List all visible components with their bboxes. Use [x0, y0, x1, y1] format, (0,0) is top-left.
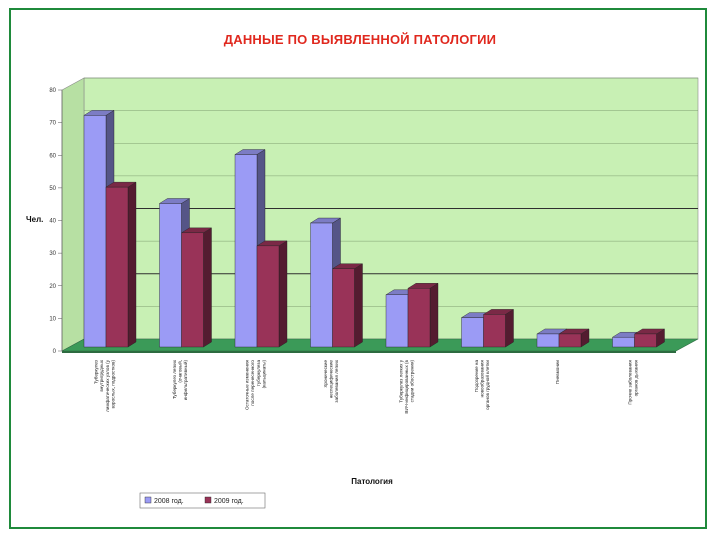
category-label-line: внутригрудных — [99, 359, 104, 391]
y-tick-label: 80 — [49, 88, 56, 94]
category-label-line: (очаговый, — [177, 360, 183, 383]
bar-front — [558, 333, 582, 348]
plot-background — [61, 77, 699, 353]
chart-title: ДАННЫЕ ПО ВЫЯВЛЕННОЙ ПАТОЛОГИИ — [223, 32, 497, 47]
bar-front — [407, 288, 431, 348]
bar-2009-6 — [482, 309, 515, 348]
bar-front — [256, 245, 280, 348]
category-label-7: Пневмонии — [555, 360, 560, 385]
category-label-8: Прочие заболеванияорганов дыхания — [628, 359, 639, 404]
category-label-line: Туберкулез — [94, 360, 99, 384]
bar-front — [181, 232, 204, 348]
category-label-line: новообразования — [480, 360, 485, 398]
bar-front — [159, 203, 182, 348]
category-label-line: Остаточные изменения — [245, 359, 250, 410]
bar-front — [536, 333, 560, 348]
y-axis-label: Чел. — [26, 215, 43, 224]
plot-floor — [61, 338, 699, 352]
plot-side-wall — [61, 77, 85, 352]
category-label-line: ВИЧ-инфицированных (в — [404, 359, 409, 413]
legend-swatch — [204, 496, 212, 504]
category-label-line: инфильтративный) — [182, 360, 188, 401]
y-tick-label: 20 — [49, 284, 56, 290]
bar-2009-8 — [633, 328, 666, 348]
y-tick-label: 70 — [49, 121, 56, 127]
bar-front — [634, 333, 657, 348]
category-label-line: неспецифические — [329, 360, 334, 399]
legend-swatch — [144, 496, 152, 504]
legend-box — [139, 492, 266, 509]
bar-front — [234, 154, 258, 348]
category-label-1: Туберкулезвнутригрудныхлимфатических узл… — [94, 359, 116, 412]
y-tick-label: 30 — [49, 251, 56, 257]
category-label-line: заболевания легких — [334, 359, 339, 402]
category-label-line: (кальцинаты) — [261, 360, 266, 389]
bar-front — [612, 337, 635, 348]
category-label-line: органов грудной клетки — [484, 360, 490, 410]
category-label-line: лимфатических узлов (у — [105, 359, 110, 412]
category-label-6: Подозрение нановообразованияорганов груд… — [474, 360, 490, 410]
bar-2009-7 — [558, 328, 590, 348]
category-label-line: Туберкулез легких у — [398, 359, 403, 402]
category-label-line: Туберкулез легких — [172, 359, 177, 399]
category-label-line: органов дыхания — [633, 359, 638, 396]
bar-2009-4 — [331, 263, 364, 348]
bar-2009-1 — [105, 181, 137, 348]
category-label-line: стадии обострения) — [410, 360, 415, 403]
x-axis-label: Патология — [351, 477, 393, 486]
bar-side — [278, 240, 288, 348]
bar-2009-3 — [256, 240, 288, 348]
y-tick-label: 10 — [49, 316, 56, 322]
plot-floor-edge — [62, 351, 676, 353]
bar-side — [429, 282, 439, 348]
y-tick-label: 40 — [49, 219, 56, 225]
category-label-line: Пневмонии — [555, 360, 560, 385]
bar-front — [483, 314, 506, 348]
bar-front — [332, 268, 355, 348]
bar-front — [385, 294, 409, 348]
legend: 2008 год. 2009 год. — [139, 492, 266, 509]
category-labels: Туберкулезвнутригрудныхлимфатических узл… — [94, 359, 639, 413]
category-label-3: Остаточные измененияпосле перенесенногот… — [245, 359, 267, 410]
bar-side — [354, 263, 363, 348]
bar-front — [461, 317, 484, 348]
bars — [83, 110, 666, 348]
y-tick-label: 60 — [49, 153, 56, 159]
bar-side — [203, 227, 212, 348]
category-label-2: Туберкулез легких(очаговый,инфильтративн… — [172, 359, 188, 400]
category-label-line: Подозрение на — [474, 360, 479, 393]
y-tick-label: 50 — [49, 186, 56, 192]
bar-front — [310, 222, 333, 348]
legend-label: 2008 год. — [154, 498, 184, 505]
bar-front — [83, 115, 107, 348]
category-label-line: Прочие заболевания — [628, 359, 633, 404]
category-label-line: Хронические — [323, 360, 328, 388]
y-tick-label: 0 — [53, 349, 57, 355]
bar-side — [505, 309, 514, 348]
category-label-line: туберкулеза — [256, 360, 261, 387]
bar-2009-5 — [407, 282, 439, 348]
bar-2009-2 — [180, 227, 213, 348]
bar-side — [127, 181, 137, 348]
category-label-4: Хроническиенеспецифическиезаболевания ле… — [323, 359, 339, 402]
category-label-line: после перенесенного — [250, 360, 255, 406]
legend-label: 2009 год. — [214, 498, 244, 505]
category-label-line: взрослых, подростков) — [110, 360, 115, 409]
y-axis-ticks: 0 10 20 30 40 50 60 70 80 — [49, 88, 63, 355]
category-label-5: Туберкулез легких уВИЧ-инфицированных (в… — [398, 359, 414, 413]
bar-front — [105, 186, 129, 348]
